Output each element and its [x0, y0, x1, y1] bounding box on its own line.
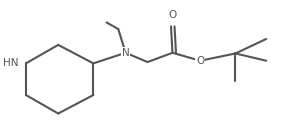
- Text: N: N: [122, 48, 129, 58]
- Text: O: O: [169, 10, 177, 20]
- Text: O: O: [196, 56, 204, 66]
- Text: HN: HN: [3, 58, 19, 68]
